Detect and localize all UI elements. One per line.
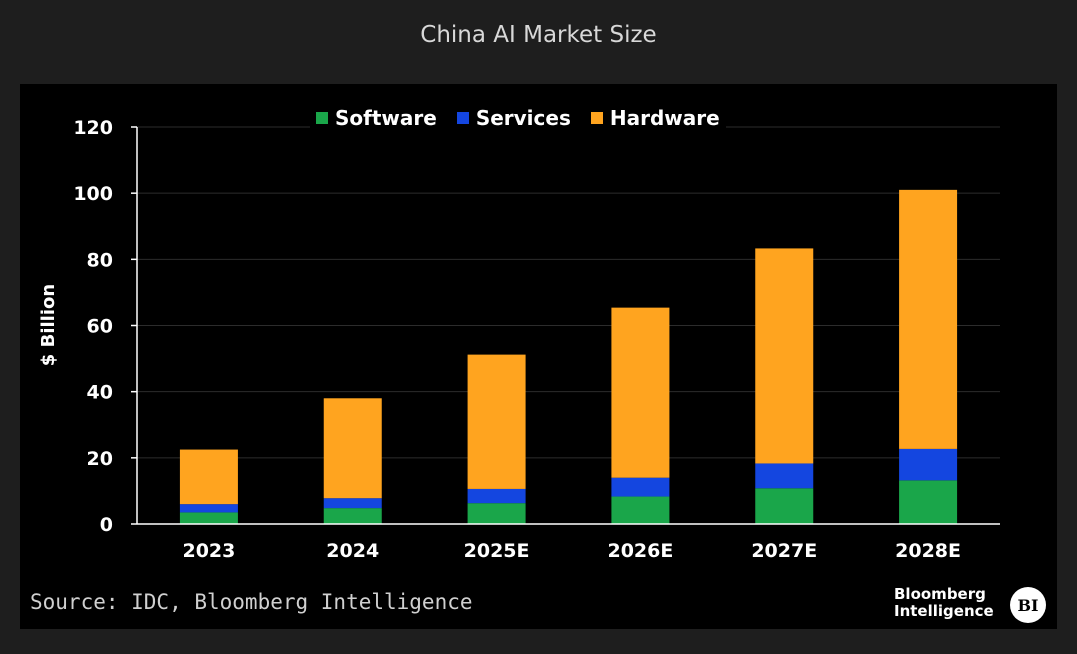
y-tick-label: 80 — [87, 249, 113, 271]
brand-line-1: Bloomberg — [894, 585, 986, 603]
bar-services-2024 — [323, 498, 382, 509]
y-tick-label: 0 — [100, 514, 113, 536]
brand-line-2: Intelligence — [894, 602, 994, 620]
bar-services-2027e — [755, 463, 814, 489]
y-tick-label: 20 — [87, 448, 113, 470]
legend-swatch-services — [456, 112, 469, 124]
legend-item-services: Services — [456, 106, 571, 130]
bar-hardware-2027e — [755, 248, 814, 464]
axes: 0 20 40 60 80 100 120 2023 2024 2025E 2026E 2027E 20… — [73, 117, 1000, 562]
bar-hardware-2025e — [467, 354, 526, 489]
x-tick-label: 2027E — [751, 540, 817, 562]
bar-software-2023 — [179, 512, 238, 524]
bar-software-2024 — [323, 508, 382, 524]
bi-logo-badge: BI — [1010, 587, 1046, 623]
legend-label-hardware: Hardware — [609, 106, 720, 130]
legend-label-software: Software — [335, 106, 437, 130]
y-tick-label: 60 — [87, 316, 113, 338]
x-tick-label: 2026E — [607, 540, 673, 562]
grid-lines — [137, 126, 1000, 459]
y-tick-label: 100 — [73, 183, 113, 205]
chart-panel — [20, 84, 1057, 629]
legend-item-software: Software — [316, 106, 437, 130]
legend-label-services: Services — [475, 106, 571, 130]
bar-hardware-2026e — [611, 307, 670, 478]
source-note: Source: IDC, Bloomberg Intelligence — [30, 590, 473, 614]
bar-software-2028e — [899, 480, 958, 524]
bar-hardware-2028e — [899, 189, 958, 449]
bar-services-2026e — [611, 477, 670, 497]
chart-title: China AI Market Size — [420, 22, 657, 48]
x-tick-label: 2024 — [326, 540, 379, 562]
legend-swatch-software — [316, 112, 328, 124]
y-tick-label: 40 — [87, 382, 113, 404]
brand-name: Bloomberg Intelligence — [894, 586, 994, 620]
y-tick-label: 120 — [73, 117, 113, 139]
legend-swatch-hardware — [590, 112, 603, 124]
bar-hardware-2023 — [179, 449, 238, 505]
legend: Software Services Hardware — [310, 104, 726, 132]
bars — [179, 189, 958, 524]
bar-software-2025e — [467, 503, 526, 524]
y-axis-label: $ Billion — [38, 284, 59, 366]
bar-services-2025e — [467, 488, 526, 504]
x-tick-label: 2028E — [895, 540, 961, 562]
x-tick-label: 2023 — [182, 540, 235, 562]
bar-hardware-2024 — [323, 398, 382, 499]
bar-software-2026e — [611, 496, 670, 524]
bar-software-2027e — [755, 488, 814, 524]
legend-item-hardware: Hardware — [590, 106, 720, 130]
bar-services-2023 — [179, 504, 238, 513]
x-tick-label: 2025E — [464, 540, 530, 562]
bar-services-2028e — [899, 448, 958, 481]
